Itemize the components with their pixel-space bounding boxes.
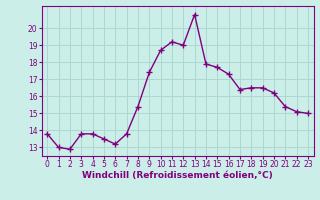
- X-axis label: Windchill (Refroidissement éolien,°C): Windchill (Refroidissement éolien,°C): [82, 171, 273, 180]
